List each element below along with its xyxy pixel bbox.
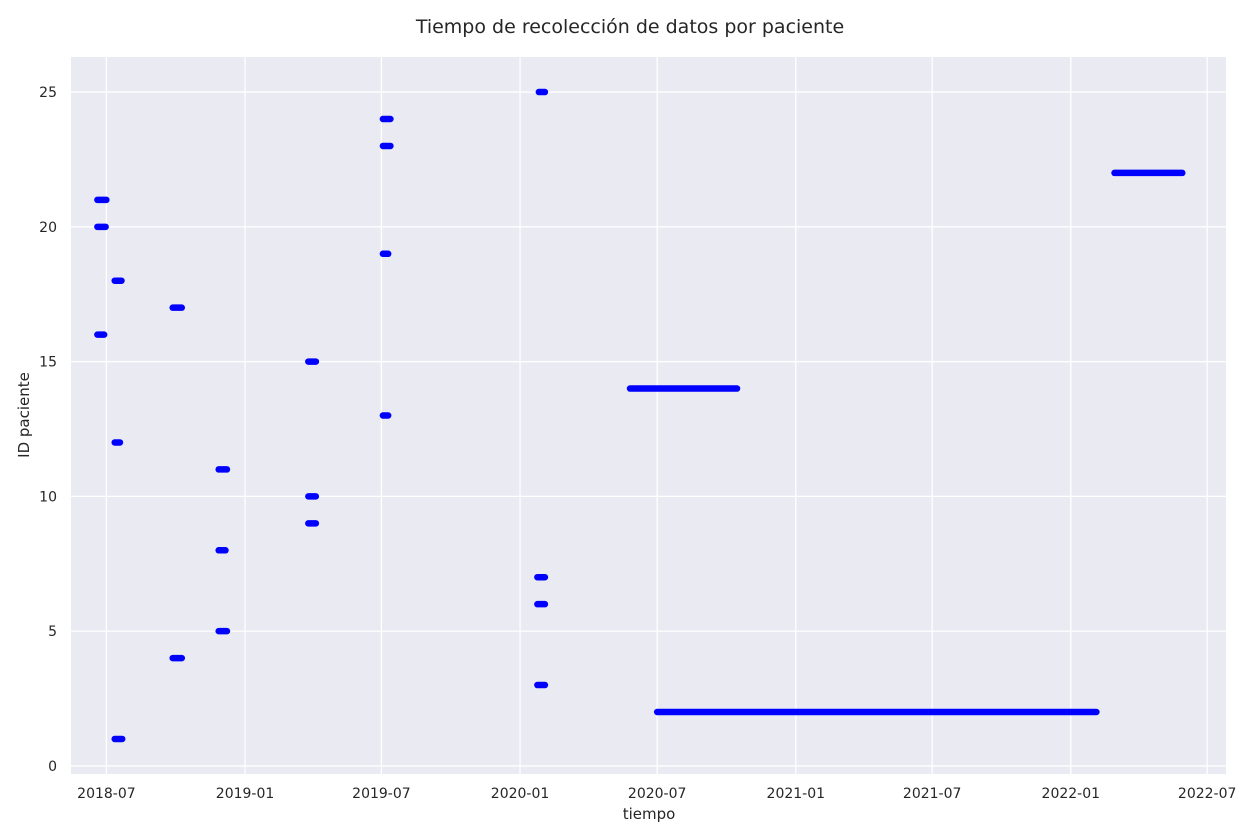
- grid: [71, 57, 1226, 774]
- x-tick-label: 2019-07: [352, 786, 411, 802]
- x-tick-label: 2022-01: [1042, 786, 1101, 802]
- y-axis-ticks: 0 5 10 15 20 25: [39, 85, 57, 775]
- y-tick-label: 15: [39, 355, 57, 371]
- x-tick-label: 2019-01: [216, 786, 275, 802]
- chart-title: Tiempo de recolección de datos por pacie…: [415, 16, 844, 38]
- x-tick-label: 2020-07: [628, 786, 687, 802]
- x-axis-label: tiempo: [623, 805, 676, 823]
- y-axis-label: ID paciente: [15, 372, 33, 458]
- x-tick-label: 2022-07: [1178, 786, 1237, 802]
- y-tick-label: 20: [39, 220, 57, 236]
- x-tick-label: 2021-01: [767, 786, 826, 802]
- x-axis-ticks: 2018-07 2019-01 2019-07 2020-01 2020-07 2021-…: [77, 786, 1236, 802]
- data-marks: [94, 88, 1186, 743]
- x-tick-label: 2018-07: [77, 786, 136, 802]
- y-tick-label: 25: [39, 85, 57, 101]
- y-tick-label: 10: [39, 489, 57, 505]
- y-tick-label: 5: [48, 624, 57, 640]
- y-tick-label: 0: [48, 759, 57, 775]
- plot-area: [71, 57, 1226, 774]
- x-tick-label: 2021-07: [903, 786, 962, 802]
- x-tick-label: 2020-01: [491, 786, 550, 802]
